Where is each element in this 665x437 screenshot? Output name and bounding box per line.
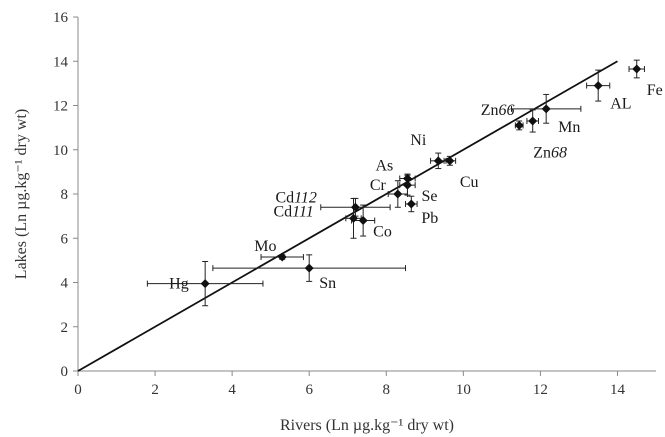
point-label-element: Cd xyxy=(275,189,294,206)
point-label: As xyxy=(375,158,393,175)
data-point xyxy=(406,199,416,209)
data-point xyxy=(514,120,524,130)
point-label: Cu xyxy=(460,174,479,191)
y-axis-title: Lakes (Ln µg.kg⁻¹ dry wt) xyxy=(13,109,30,279)
data-point xyxy=(593,81,603,91)
data-point xyxy=(402,174,412,184)
data-point xyxy=(350,202,360,212)
point-label: Hg xyxy=(169,276,189,293)
x-tick-label: 4 xyxy=(228,382,236,398)
point-label-element: Sn xyxy=(319,275,336,292)
x-tick-label: 14 xyxy=(610,382,626,398)
y-tick-label: 14 xyxy=(53,54,69,70)
point-label: Mo xyxy=(254,238,276,255)
x-tick-label: 2 xyxy=(151,382,159,398)
data-point xyxy=(541,104,551,114)
x-tick-label: 8 xyxy=(383,382,391,398)
point-label-element: As xyxy=(375,158,393,175)
x-tick-label: 0 xyxy=(74,382,82,398)
point-label-element: AL xyxy=(610,96,631,113)
y-tick-label: 12 xyxy=(53,99,68,115)
point-label-element: Pb xyxy=(421,210,438,227)
point-label-isotope: 111 xyxy=(292,203,314,220)
y-tick-label: 8 xyxy=(61,187,69,203)
data-point xyxy=(358,216,368,226)
y-tick-label: 10 xyxy=(53,143,68,159)
data-point xyxy=(393,189,403,199)
y-tick-label: 0 xyxy=(61,364,69,380)
point-label-element: Hg xyxy=(169,276,189,293)
data-point xyxy=(528,116,538,126)
data-point xyxy=(304,263,314,273)
point-label: Pb xyxy=(421,210,438,227)
y-tick-label: 2 xyxy=(61,320,69,336)
point-label-element: Mn xyxy=(558,119,580,136)
x-axis-title: Rivers (Ln µg.kg⁻¹ dry wt) xyxy=(280,417,454,434)
point-label: Co xyxy=(373,224,392,241)
point-label-element: Zn xyxy=(481,102,499,119)
point-label: Cd112 xyxy=(275,189,316,206)
data-point xyxy=(632,64,642,74)
point-label-element: Mo xyxy=(254,238,276,255)
data-point xyxy=(349,213,359,223)
point-label-isotope: 66 xyxy=(498,102,514,119)
data-point xyxy=(402,180,412,190)
data-point xyxy=(433,156,443,166)
x-tick-label: 10 xyxy=(456,382,471,398)
point-label-element: Cr xyxy=(370,177,387,194)
point-label: Zn68 xyxy=(533,144,567,161)
data-point xyxy=(277,252,287,262)
point-label-isotope: 68 xyxy=(551,144,567,161)
point-label: Zn66 xyxy=(481,102,515,119)
point-label: Fe xyxy=(647,82,663,99)
data-point xyxy=(200,279,210,289)
point-label-element: Se xyxy=(421,188,437,205)
data-point xyxy=(445,156,455,166)
point-label-element: Cd xyxy=(274,203,293,220)
x-tick-label: 12 xyxy=(533,382,548,398)
point-label-element: Co xyxy=(373,224,392,241)
point-label: Cd111 xyxy=(274,203,314,220)
point-label-element: Fe xyxy=(647,82,663,99)
x-tick-label: 6 xyxy=(305,382,313,398)
point-label: Cr xyxy=(370,177,387,194)
point-label: Se xyxy=(421,188,437,205)
trendline xyxy=(77,60,618,372)
point-label-element: Cu xyxy=(460,174,479,191)
y-tick-label: 6 xyxy=(61,231,69,247)
point-label-element: Zn xyxy=(533,144,551,161)
point-label-isotope: 112 xyxy=(294,189,317,206)
y-tick-label: 4 xyxy=(61,276,69,292)
point-label-element: Ni xyxy=(410,132,427,149)
point-label: Sn xyxy=(319,275,336,292)
y-tick-label: 16 xyxy=(53,10,69,26)
point-label: Ni xyxy=(410,132,427,149)
point-label: AL xyxy=(610,96,631,113)
point-label: Mn xyxy=(558,119,580,136)
